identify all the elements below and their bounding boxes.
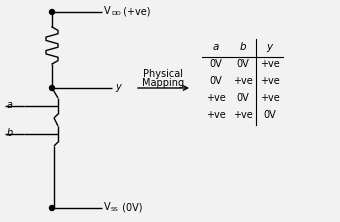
Text: +ve: +ve bbox=[233, 76, 252, 86]
Text: +ve: +ve bbox=[233, 110, 252, 120]
Text: +ve: +ve bbox=[260, 76, 279, 86]
Text: 0V: 0V bbox=[209, 76, 222, 86]
Text: +ve: +ve bbox=[206, 93, 225, 103]
Text: a: a bbox=[7, 100, 13, 110]
Circle shape bbox=[50, 10, 54, 14]
Text: Physical: Physical bbox=[143, 69, 184, 79]
Text: +ve: +ve bbox=[260, 93, 279, 103]
Text: b: b bbox=[239, 42, 246, 52]
Text: DD: DD bbox=[111, 11, 121, 16]
Text: Mapping: Mapping bbox=[142, 78, 185, 88]
Text: (0V): (0V) bbox=[119, 202, 142, 212]
Text: V: V bbox=[104, 6, 110, 16]
Text: 0V: 0V bbox=[236, 59, 249, 69]
Text: V: V bbox=[104, 202, 110, 212]
Text: b: b bbox=[7, 128, 13, 138]
Text: 0V: 0V bbox=[209, 59, 222, 69]
Text: y: y bbox=[115, 82, 121, 92]
Circle shape bbox=[50, 206, 54, 210]
Text: a: a bbox=[212, 42, 219, 52]
Text: (+ve): (+ve) bbox=[120, 6, 151, 16]
Text: 0V: 0V bbox=[236, 93, 249, 103]
Circle shape bbox=[50, 85, 54, 91]
Text: 0V: 0V bbox=[263, 110, 276, 120]
Text: +ve: +ve bbox=[260, 59, 279, 69]
Text: y: y bbox=[267, 42, 273, 52]
Text: SS: SS bbox=[111, 207, 119, 212]
Text: +ve: +ve bbox=[206, 110, 225, 120]
